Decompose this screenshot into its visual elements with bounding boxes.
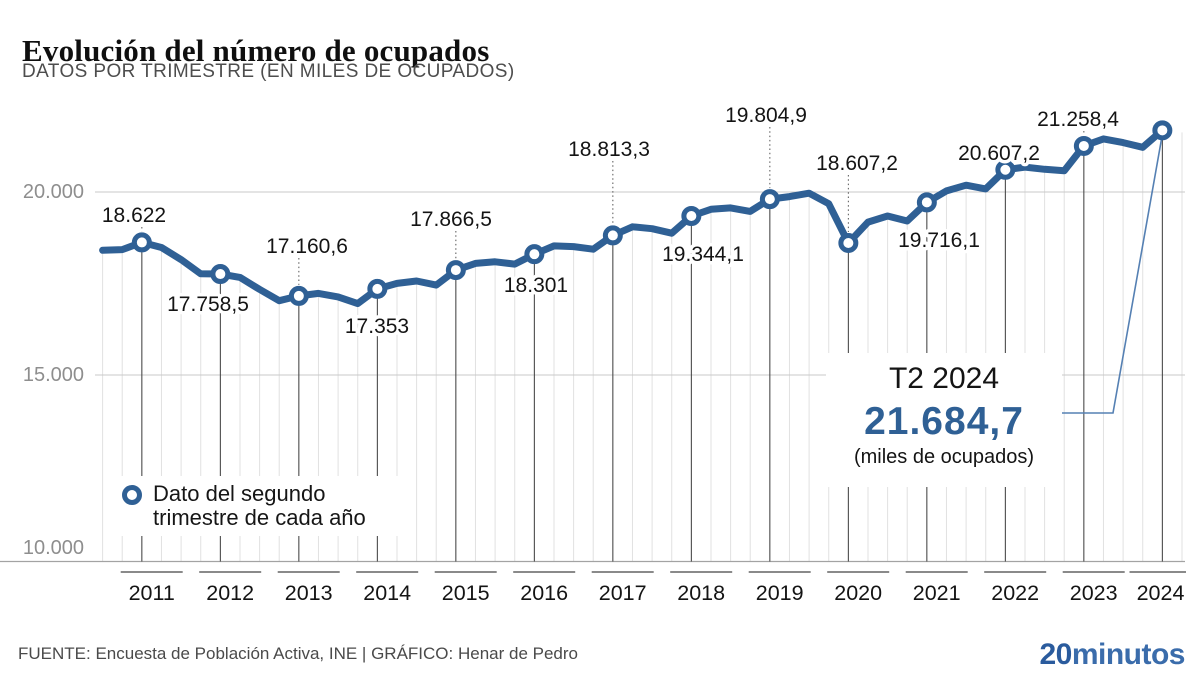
page-subtitle: DATOS POR TRIMESTRE (EN MILES DE OCUPADO… — [22, 61, 515, 82]
svg-text:18.622: 18.622 — [102, 204, 166, 227]
svg-text:2011: 2011 — [129, 581, 175, 605]
svg-text:19.716,1: 19.716,1 — [898, 229, 980, 252]
page-title: Evolución del número de ocupados — [22, 32, 490, 68]
legend-label-line1: Dato del segundo — [153, 481, 326, 506]
svg-text:18.813,3: 18.813,3 — [568, 138, 650, 161]
svg-text:2016: 2016 — [520, 581, 568, 605]
svg-text:19.344,1: 19.344,1 — [662, 243, 744, 266]
q2-circle-marker-icon — [122, 485, 142, 505]
svg-text:21.258,4: 21.258,4 — [1037, 108, 1119, 131]
svg-text:2017: 2017 — [599, 581, 647, 605]
annotation-value: 21.684,7 — [864, 400, 1024, 443]
logo-part-20: 20 — [1039, 638, 1072, 671]
source-credit: FUENTE: Encuesta de Población Activa, IN… — [18, 644, 578, 663]
legend-label-line2: trimestre de cada año — [153, 504, 366, 530]
annotation-unit: (miles de ocupados) — [853, 446, 1035, 468]
svg-text:2012: 2012 — [206, 581, 254, 605]
svg-text:18.607,2: 18.607,2 — [816, 152, 898, 175]
svg-text:20.607,2: 20.607,2 — [958, 142, 1040, 165]
svg-text:17.758,5: 17.758,5 — [167, 293, 249, 316]
highlight-annotation: T2 2024 21.684,7 (miles de ocupados) — [826, 353, 1062, 487]
annotation-period: T2 2024 — [888, 362, 1000, 395]
svg-text:10.000: 10.000 — [23, 537, 84, 559]
chart-legend: Dato del segundo trimestre de cada año — [112, 476, 414, 536]
svg-text:17.866,5: 17.866,5 — [410, 208, 492, 231]
svg-text:2020: 2020 — [834, 581, 882, 605]
svg-text:20.000: 20.000 — [23, 181, 84, 203]
svg-text:18.301: 18.301 — [504, 274, 568, 297]
svg-text:2018: 2018 — [677, 581, 725, 605]
svg-text:2015: 2015 — [442, 581, 490, 605]
svg-text:17.353: 17.353 — [345, 315, 409, 338]
svg-text:17.160,6: 17.160,6 — [266, 235, 348, 258]
svg-text:2019: 2019 — [756, 581, 804, 605]
svg-text:2024: 2024 — [1137, 581, 1185, 605]
svg-text:2014: 2014 — [363, 581, 411, 605]
svg-text:2013: 2013 — [285, 581, 333, 605]
logo-part-minutos: minutos — [1071, 638, 1186, 671]
svg-text:2023: 2023 — [1070, 581, 1118, 605]
svg-text:19.804,9: 19.804,9 — [725, 104, 807, 127]
svg-text:15.000: 15.000 — [23, 364, 84, 386]
footer-bar: FUENTE: Encuesta de Población Activa, IN… — [0, 636, 1200, 675]
logo-20minutos: 20minutos — [1039, 638, 1185, 672]
svg-text:2022: 2022 — [991, 581, 1039, 605]
legend-label: Dato del segundo trimestre de cada año — [153, 482, 366, 529]
svg-text:2021: 2021 — [913, 581, 961, 605]
